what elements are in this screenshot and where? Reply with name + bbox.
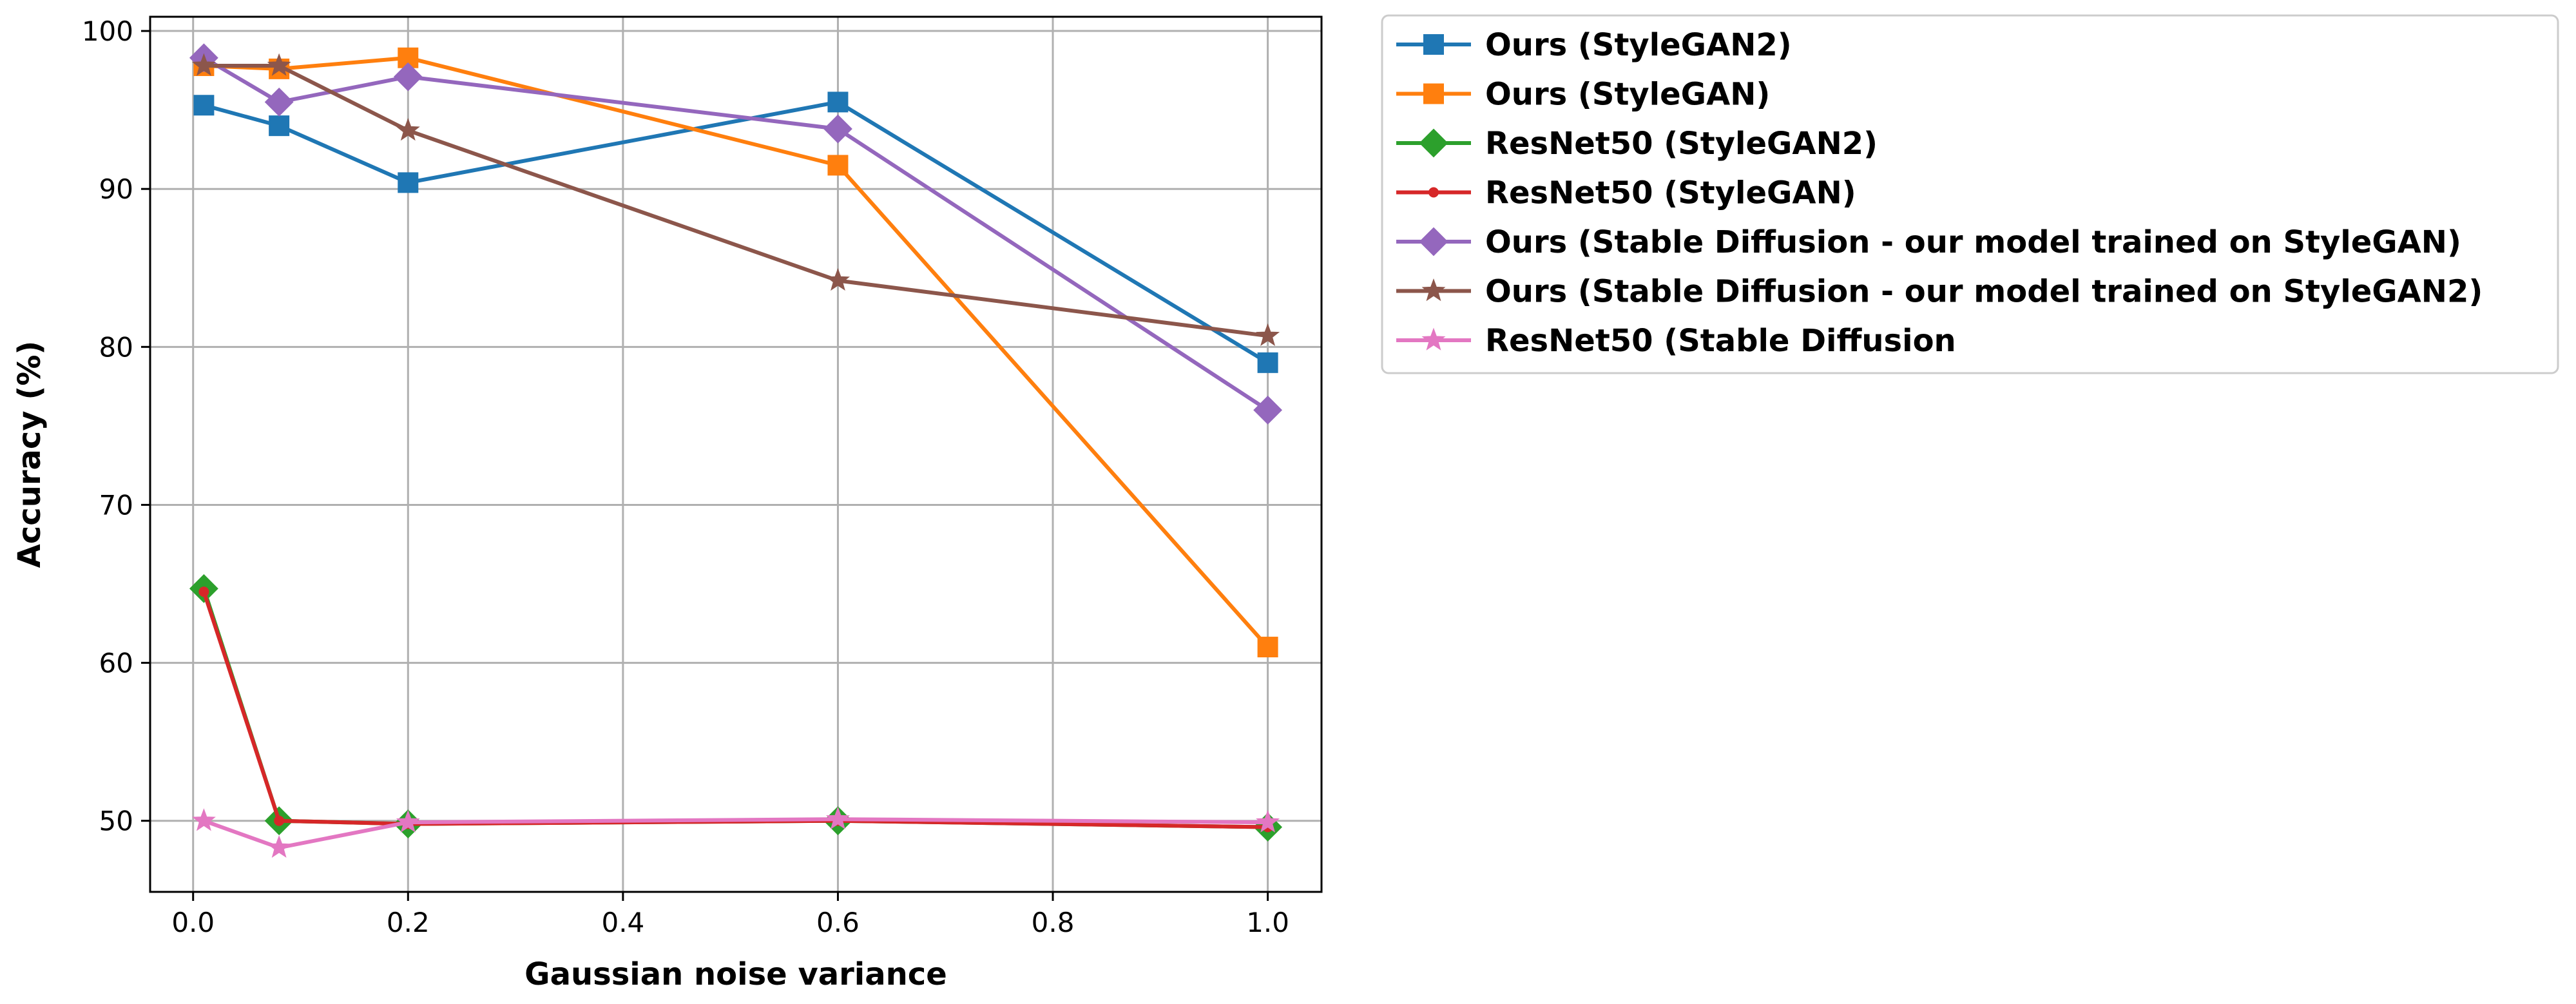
data-point xyxy=(393,62,423,92)
y-tick-label: 100 xyxy=(82,15,133,47)
data-point xyxy=(1256,809,1280,833)
x-tick-label: 0.4 xyxy=(601,907,644,938)
y-tick-label: 60 xyxy=(99,648,133,679)
data-point xyxy=(1253,395,1283,425)
data-point xyxy=(1257,352,1278,373)
data-point xyxy=(825,267,850,291)
legend-label: Ours (StyleGAN2) xyxy=(1485,27,1792,63)
series-4 xyxy=(189,43,1283,425)
x-tick-label: 1.0 xyxy=(1246,907,1289,938)
legend-box xyxy=(1381,14,2559,374)
x-tick-label: 0.6 xyxy=(816,907,860,938)
legend-marker xyxy=(1419,227,1448,256)
data-point xyxy=(267,53,291,76)
legend-item: ResNet50 (StyleGAN2) xyxy=(1396,126,1878,162)
data-point xyxy=(1256,323,1280,346)
data-point xyxy=(198,586,209,597)
data-point xyxy=(193,95,215,116)
y-tick-label: 50 xyxy=(99,806,133,837)
x-tick-label: 0.0 xyxy=(171,907,215,938)
series-5 xyxy=(191,53,1280,346)
data-point xyxy=(398,172,419,193)
plot-frame xyxy=(149,15,1323,893)
data-point xyxy=(825,806,850,829)
x-axis-label: Gaussian noise variance xyxy=(524,956,947,992)
x-tick-label: 0.8 xyxy=(1032,907,1075,938)
x-tick-label: 0.2 xyxy=(387,907,430,938)
data-point xyxy=(269,115,290,137)
legend-marker xyxy=(1428,187,1439,198)
y-tick-label: 90 xyxy=(99,173,133,205)
data-point xyxy=(823,114,852,144)
series-layer xyxy=(189,43,1283,858)
data-point xyxy=(191,808,216,831)
legend-item: Ours (StyleGAN) xyxy=(1396,77,1770,113)
legend-label: ResNet50 (StyleGAN) xyxy=(1485,175,1856,211)
data-point xyxy=(396,118,420,141)
data-point xyxy=(1257,637,1278,658)
grid xyxy=(150,17,1322,892)
y-tick-label: 70 xyxy=(99,489,133,521)
legend-label: Ours (Stable Diffusion - our model train… xyxy=(1485,274,2483,310)
data-point xyxy=(264,87,294,117)
ticks: 0.0 0.2 0.4 0.6 0.8 1.0 50 60 70 80 90 100 xyxy=(82,15,1289,938)
data-point xyxy=(827,92,849,113)
legend-item: Ours (Stable Diffusion - our model train… xyxy=(1396,224,2461,260)
data-point xyxy=(191,53,216,76)
legend-marker xyxy=(1423,83,1444,104)
legend-marker xyxy=(1419,128,1448,158)
legend-label: Ours (StyleGAN) xyxy=(1485,77,1770,113)
data-point xyxy=(267,835,291,858)
series-6 xyxy=(191,806,1280,858)
legend-marker xyxy=(1423,34,1444,55)
y-axis-label: Accuracy (%) xyxy=(12,341,48,568)
legend: Ours (StyleGAN2) Ours (StyleGAN) ResNet50 … xyxy=(1381,14,2559,374)
legend-label: Ours (Stable Diffusion - our model train… xyxy=(1485,224,2461,260)
data-point xyxy=(827,155,849,176)
series-0 xyxy=(193,92,1278,373)
legend-marker xyxy=(1421,327,1446,351)
data-point xyxy=(396,809,420,833)
data-point xyxy=(274,815,285,826)
legend-label: ResNet50 (StyleGAN2) xyxy=(1485,126,1878,162)
legend-item: ResNet50 (Stable Diffusion xyxy=(1396,323,1956,359)
legend-label: ResNet50 (Stable Diffusion xyxy=(1485,323,1956,359)
legend-item: Ours (Stable Diffusion - our model train… xyxy=(1396,274,2483,310)
legend-marker xyxy=(1421,278,1446,302)
legend-item: Ours (StyleGAN2) xyxy=(1396,27,1792,63)
y-tick-label: 80 xyxy=(99,331,133,363)
legend-item: ResNet50 (StyleGAN) xyxy=(1396,175,1856,211)
